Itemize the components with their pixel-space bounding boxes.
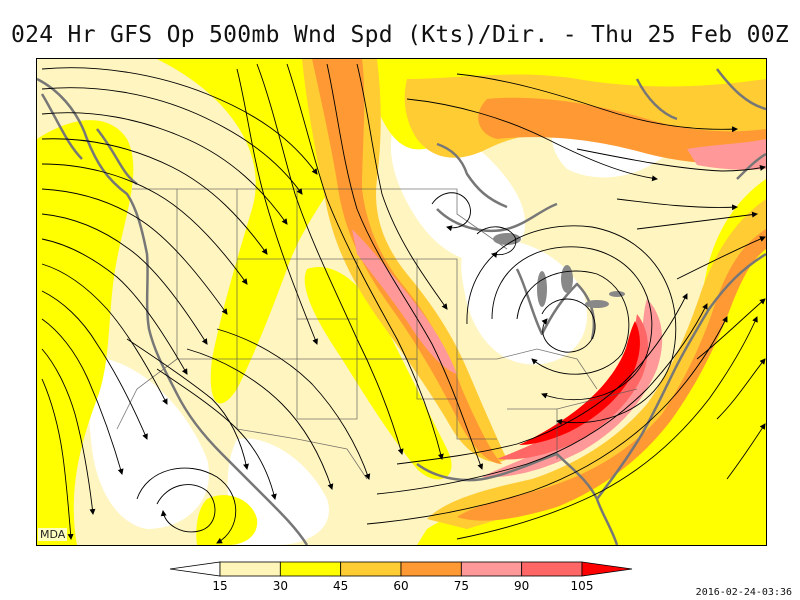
colorbar-bin: [219, 561, 281, 577]
colorbar-bin: [279, 561, 342, 577]
speed-fill-0-15: [89, 117, 667, 545]
speed-fill-60-75: [312, 59, 766, 521]
colorbar-bin: [340, 561, 402, 577]
colorbar-bin: [521, 561, 583, 577]
timestamp: 2016-02-24-03:36: [695, 587, 792, 598]
colorbar-tick-label: 90: [514, 579, 529, 593]
wind-map-svg: [37, 59, 766, 545]
colorbar-bin: [400, 561, 462, 577]
colorbar-bin: [169, 561, 221, 577]
colorbar-tick-label: 105: [571, 579, 594, 593]
colorbar-tick-label: 75: [454, 579, 469, 593]
colorbar-bin: [460, 561, 523, 577]
streamlines: [41, 63, 766, 544]
colorbar-tick-label: 60: [393, 579, 408, 593]
speed-colorbar: 15 30 45 60 75 90 105: [169, 561, 633, 593]
colorbar-tick-label: 15: [212, 579, 227, 593]
wind-map: [36, 58, 767, 546]
credit-label: MDA: [38, 528, 68, 541]
colorbar-tick-label: 30: [273, 579, 288, 593]
coastlines: [37, 68, 766, 545]
map-title: 024 Hr GFS Op 500mb Wnd Spd (Kts)/Dir. -…: [10, 22, 790, 48]
speed-fill-105-plus: [519, 321, 640, 445]
colorbar-tick-label: 45: [333, 579, 348, 593]
colorbar-bin: [581, 561, 633, 577]
